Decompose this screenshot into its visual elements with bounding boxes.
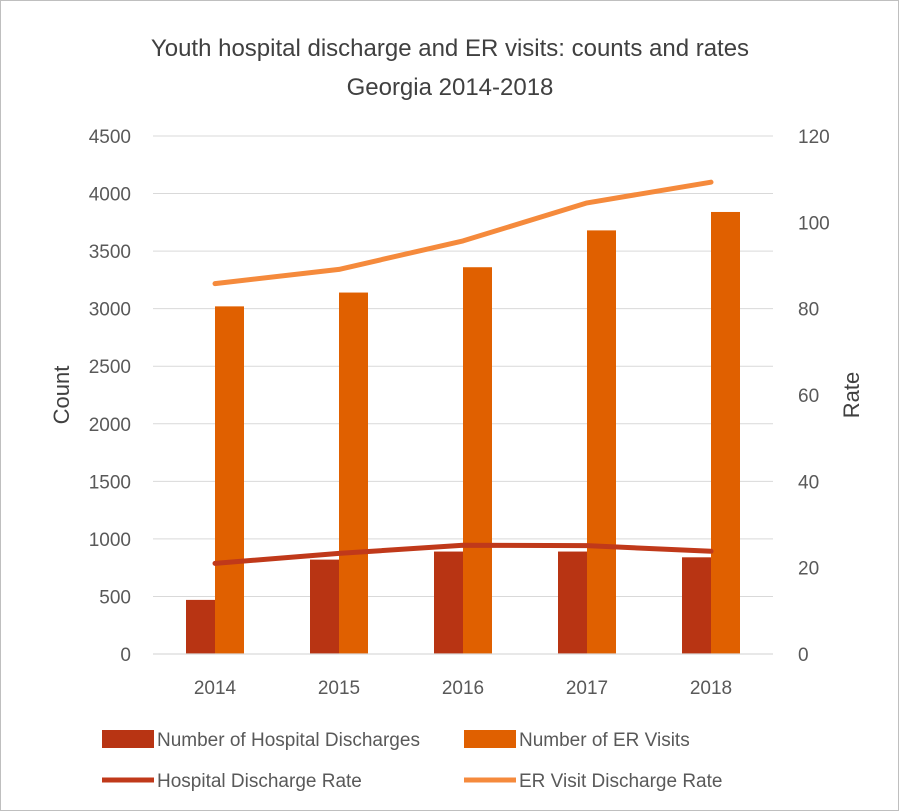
- y2-tick-label: 40: [798, 472, 819, 493]
- bar-number-of-hospital-discharges: [434, 551, 463, 654]
- y-tick-label: 2000: [89, 415, 131, 436]
- x-tick-label: 2016: [442, 678, 484, 699]
- x-tick-label: 2018: [690, 678, 732, 699]
- chart-title-line-2: Georgia 2014-2018: [347, 74, 554, 101]
- legend-label-hospital-discharge-rate: Hospital Discharge Rate: [157, 771, 362, 792]
- y-tick-label: 0: [120, 645, 131, 666]
- legend-label-number-of-hospital-discharges: Number of Hospital Discharges: [157, 730, 420, 751]
- legend-swatch-number-of-er-visits: [464, 730, 516, 748]
- legend-swatch-number-of-hospital-discharges: [102, 730, 154, 748]
- bar-number-of-er-visits: [711, 211, 740, 654]
- x-tick-label: 2014: [194, 678, 237, 699]
- chart-title: Youth hospital discharge and ER visits: …: [151, 35, 749, 101]
- y2-tick-label: 100: [798, 213, 830, 234]
- bar-number-of-er-visits: [463, 267, 492, 654]
- right-axis: 0 20 40 60 80 100 120: [798, 127, 830, 666]
- y-tick-label: 1000: [89, 530, 131, 551]
- left-axis-title: Count: [49, 366, 74, 425]
- x-axis: 2014 2015 2016 2017 2018: [153, 653, 773, 699]
- y2-tick-label: 60: [798, 386, 819, 407]
- bar-number-of-er-visits: [215, 306, 244, 654]
- y-tick-label: 4000: [89, 185, 131, 206]
- bar-number-of-hospital-discharges: [186, 599, 215, 654]
- line-er-visit-discharge-rate: [212, 179, 714, 287]
- y2-tick-label: 120: [798, 127, 830, 148]
- y-tick-label: 500: [99, 587, 131, 608]
- x-tick-label: 2015: [318, 678, 360, 699]
- bar-number-of-hospital-discharges: [558, 551, 587, 654]
- bar-number-of-hospital-discharges: [682, 557, 711, 654]
- y-tick-label: 1500: [89, 472, 131, 493]
- y-tick-label: 2500: [89, 357, 131, 378]
- y-tick-label: 4500: [89, 127, 131, 148]
- bar-number-of-hospital-discharges: [310, 559, 339, 654]
- bar-number-of-er-visits: [339, 292, 368, 654]
- x-tick-label: 2017: [566, 678, 608, 699]
- y2-tick-label: 0: [798, 645, 809, 666]
- left-axis: 0 500 1000 1500 2000 2500 3000 3500 4000 4500: [89, 127, 131, 666]
- rate-lines: [212, 179, 714, 566]
- line-hospital-discharge-rate: [212, 542, 714, 566]
- y-tick-label: 3500: [89, 242, 131, 263]
- y2-tick-label: 80: [798, 300, 819, 321]
- legend: Number of Hospital Discharges Number of E…: [102, 730, 722, 792]
- y2-tick-label: 20: [798, 559, 819, 580]
- legend-label-number-of-er-visits: Number of ER Visits: [519, 730, 690, 751]
- right-axis-title: Rate: [839, 372, 864, 418]
- bar-number-of-er-visits: [587, 230, 616, 654]
- bars: [186, 211, 740, 654]
- legend-label-er-visit-discharge-rate: ER Visit Discharge Rate: [519, 771, 722, 792]
- y-tick-label: 3000: [89, 300, 131, 321]
- chart-title-line-1: Youth hospital discharge and ER visits: …: [151, 35, 749, 62]
